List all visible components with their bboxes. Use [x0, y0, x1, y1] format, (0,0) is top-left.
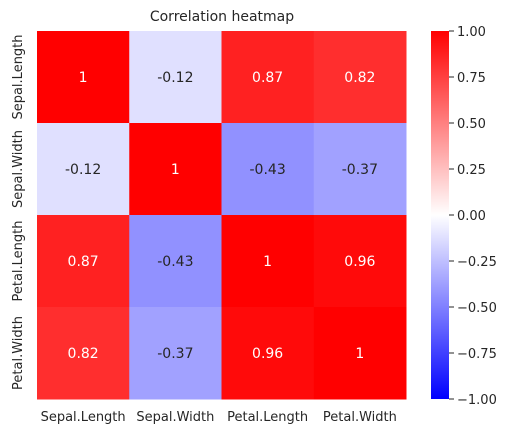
x-tick-label: Petal.Width [323, 410, 397, 425]
chart-title: Correlation heatmap [150, 9, 294, 25]
cell-value-label: -0.12 [157, 70, 193, 86]
colorbar-tick-label: 0.75 [457, 71, 486, 86]
x-tick-labels: Sepal.Length Sepal.Width Petal.Length Petal… [41, 410, 397, 425]
colorbar-tick-label: 0.25 [457, 163, 486, 178]
colorbar-tick-label: −0.50 [457, 301, 497, 316]
heatmap-cell [313, 123, 407, 216]
y-tick-label: Petal.Width [11, 316, 26, 390]
cell-value-label: -0.37 [157, 346, 193, 362]
heatmap-cell [221, 215, 315, 308]
cell-value-label: -0.37 [342, 162, 378, 178]
heatmap-cell [37, 31, 130, 124]
heatmap-cell [221, 307, 315, 400]
heatmap-cell [129, 123, 222, 216]
cell-value-label: -0.43 [157, 254, 193, 270]
colorbar-tick-label: 0.50 [457, 117, 486, 132]
heatmap-cell [129, 307, 222, 400]
x-tick-label: Sepal.Width [136, 410, 214, 425]
heatmap-cell [37, 215, 130, 308]
cell-value-label: 0.87 [252, 70, 283, 86]
cell-value-label: 0.87 [68, 254, 99, 270]
colorbar-tick-label: −0.75 [457, 347, 497, 362]
cell-value-label: 1 [355, 346, 364, 362]
colorbar-tick-label: 1.00 [457, 25, 486, 40]
cell-value-label: -0.43 [250, 162, 286, 178]
y-tick-labels: Sepal.Length Sepal.Width Petal.Length Petal… [11, 34, 26, 390]
colorbar: 1.00 0.75 0.50 0.25 0.00 −0.25 −0.50 −0.75 −1.00 [431, 25, 497, 408]
heatmap-cell [129, 31, 222, 124]
cell-value-label: 0.96 [344, 254, 375, 270]
heatmap-cell [221, 31, 315, 124]
y-tick-label: Petal.Length [11, 220, 26, 301]
cell-value-label: -0.12 [65, 162, 101, 178]
colorbar-tick-label: −1.00 [457, 393, 497, 408]
heatmap-cell [129, 215, 222, 308]
cell-value-label: 0.96 [252, 346, 283, 362]
cell-value-label: 0.82 [344, 70, 375, 86]
heatmap-cell [221, 123, 315, 216]
cell-value-label: 0.82 [68, 346, 99, 362]
cell-value-label: 1 [79, 70, 88, 86]
y-tick-label: Sepal.Width [11, 130, 26, 208]
cell-value-label: 1 [263, 254, 272, 270]
y-tick-label: Sepal.Length [11, 34, 26, 119]
heatmap-cell [313, 31, 407, 124]
heatmap-cell [313, 307, 407, 400]
colorbar-gradient [431, 31, 449, 399]
x-tick-label: Sepal.Length [41, 410, 126, 425]
colorbar-tick-label: −0.25 [457, 255, 497, 270]
cell-value-label: 1 [171, 162, 180, 178]
heatmap-cell [37, 307, 130, 400]
heatmap-cell [37, 123, 130, 216]
heatmap-cells: 1 -0.12 0.87 0.82 -0.12 1 -0.43 -0.37 0.87 -0.43 1… [37, 31, 407, 400]
x-tick-label: Petal.Length [227, 410, 308, 425]
colorbar-tick-label: 0.00 [457, 209, 486, 224]
heatmap-cell [313, 215, 407, 308]
